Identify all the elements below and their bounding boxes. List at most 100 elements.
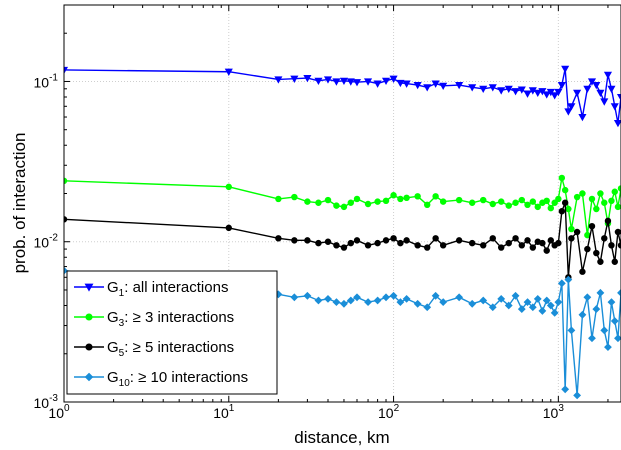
data-point [489,200,496,208]
data-point [542,296,551,305]
data-point [607,298,616,307]
data-point [497,244,505,251]
data-point [352,79,362,87]
data-point [414,242,421,249]
data-point [517,305,526,313]
data-point [413,299,422,308]
data-point [303,291,312,300]
data-point [597,258,604,265]
data-point [488,84,497,92]
data-point [381,77,391,86]
legend-swatch-marker [85,313,93,321]
data-point [557,279,566,288]
data-point [373,296,382,305]
x-tick-label: 101 [213,403,235,421]
data-point [588,195,596,203]
legend-label: G3: ≥ 3 interactions [107,309,234,329]
series-1 [64,65,621,128]
data-point [617,288,621,297]
data-point [340,299,348,308]
data-point [324,238,332,245]
data-point [593,249,600,257]
data-point [455,81,464,90]
data-point [275,195,282,203]
data-point [614,334,621,343]
data-point [431,291,440,300]
legend-item: G3: ≥ 3 interactions [74,309,234,329]
data-point [340,203,348,211]
data-point [479,85,488,94]
data-point [568,225,575,233]
data-point [578,310,587,319]
ticks: 100 101 102 103 10-3 10-2 10-1 [34,5,609,421]
data-point [340,244,348,251]
data-point [315,199,322,207]
data-point [512,199,519,207]
data-point [528,303,537,312]
data-point [64,266,68,275]
plot-frame [63,4,621,403]
data-point [557,81,566,90]
data-point [558,208,566,215]
data-point [600,98,609,106]
data-point [290,293,299,302]
data-point [347,239,355,247]
data-point [364,242,372,249]
data-point [390,235,397,242]
data-point [403,237,410,244]
x-tick-label: 100 [48,403,70,421]
data-point [561,65,570,74]
data-point [315,239,322,247]
data-point [573,228,581,236]
data-point [396,79,405,88]
data-point [601,199,608,207]
data-point [374,239,381,247]
data-point [382,237,390,244]
data-point [547,204,555,212]
data-point [489,235,496,242]
data-point [511,291,520,300]
data-point [617,242,621,249]
data-point [518,242,526,249]
data-point [423,244,431,251]
data-point [64,177,68,185]
data-point [423,303,432,312]
data-point [431,80,440,88]
data-point [363,78,373,86]
data-point [353,195,361,203]
data-point [550,308,559,317]
x-axis-label: distance, km [294,428,389,447]
data-point [382,293,390,302]
data-point [432,193,439,200]
data-point [225,224,233,232]
y-tick-label: 10-3 [34,393,59,411]
data-point [573,89,582,98]
data-point [332,298,341,307]
data-point [616,93,621,102]
data-point [543,197,550,205]
data-point [364,200,372,208]
data-point [504,301,513,310]
data-point [596,89,605,98]
data-point [382,197,390,205]
data-point [225,183,233,191]
data-point [587,78,597,86]
data-point [455,293,464,302]
data-point [291,193,298,201]
data-point [324,294,332,303]
data-point [396,298,405,307]
data-point [588,222,596,230]
data-point [413,81,422,90]
data-point [423,201,431,209]
data-point [597,190,604,197]
data-point [468,199,476,207]
data-point [468,299,477,308]
y-axis-label: prob. of interaction [10,133,29,274]
data-point [439,298,448,307]
data-point [564,108,573,116]
data-point [568,235,575,242]
data-point [555,239,562,247]
data-point [346,78,355,86]
data-point [390,192,397,199]
